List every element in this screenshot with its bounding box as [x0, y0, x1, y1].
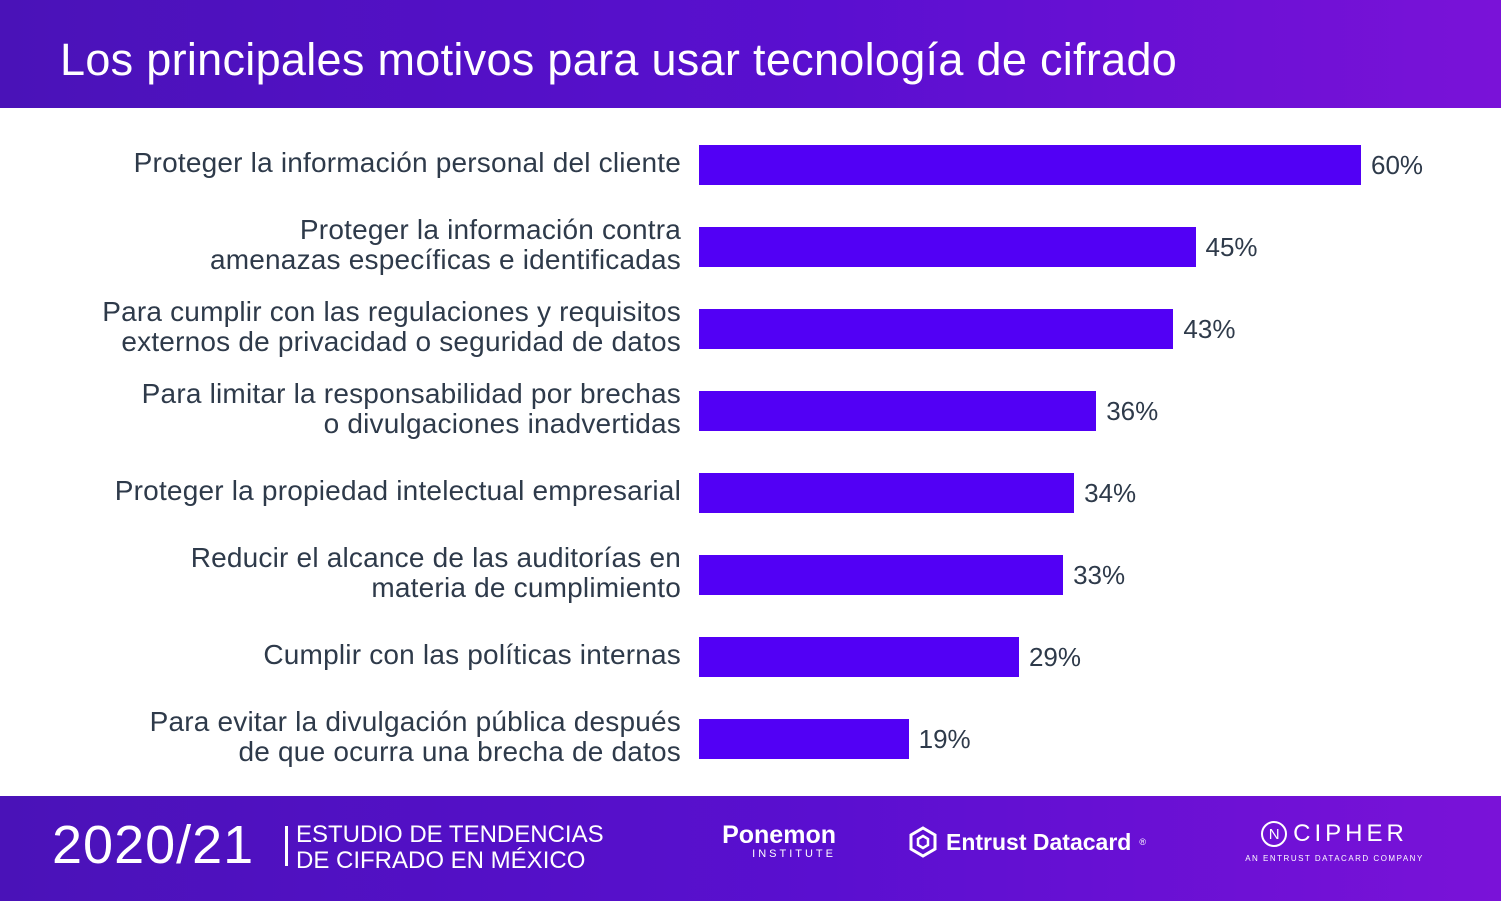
- bar-value-label: 45%: [1205, 232, 1258, 262]
- bar-value-label: 34%: [1084, 478, 1137, 508]
- bar: [699, 555, 1064, 595]
- bar-value-label: 29%: [1028, 642, 1081, 672]
- category-label-line: o divulgaciones inadvertidas: [323, 408, 681, 439]
- header-banner: Los principales motivos para usar tecnol…: [0, 0, 1501, 108]
- bar: [699, 637, 1019, 677]
- ncipher-logo-text: CIPHER: [1293, 820, 1408, 847]
- bar: [699, 309, 1174, 349]
- category-label-line: Reducir el alcance de las auditorías en: [190, 542, 681, 573]
- bar-value-label: 19%: [918, 724, 971, 754]
- ponemon-logo-subtext: INSTITUTE: [752, 848, 836, 860]
- category-label-line: Proteger la información personal del cli…: [133, 147, 681, 178]
- category-label-line: externos de privacidad o seguridad de da…: [121, 326, 681, 357]
- chart-title: Los principales motivos para usar tecnol…: [60, 34, 1178, 85]
- category-label-line: Para evitar la divulgación pública despu…: [149, 706, 681, 737]
- ncipher-logo: N CIPHER AN ENTRUST DATACARD COMPANY: [1232, 820, 1437, 863]
- ponemon-logo-text: Ponemon: [722, 821, 836, 849]
- category-label: Reducir el alcance de las auditorías en m…: [0, 543, 681, 603]
- footer-divider: [285, 826, 288, 866]
- category-label-line: Para cumplir con las regulaciones y requ…: [102, 296, 681, 327]
- category-label-line: amenazas específicas e identificadas: [209, 244, 681, 275]
- category-label-line: materia de cumplimiento: [371, 572, 681, 603]
- footer-banner: 2020/21 ESTUDIO DE TENDENCIAS DE CIFRADO…: [0, 796, 1501, 901]
- ponemon-logo: Ponemon INSTITUTE: [702, 822, 836, 860]
- bar-value-label: 36%: [1106, 396, 1159, 426]
- category-label-line: Proteger la información contra: [299, 214, 681, 245]
- entrust-registered-mark: ®: [1139, 837, 1146, 847]
- category-label-line: Proteger la propiedad intelectual empres…: [114, 475, 681, 506]
- bar-value-label: 43%: [1183, 314, 1236, 344]
- category-label: Para cumplir con las regulaciones y requ…: [0, 297, 681, 357]
- year-label: 2020/21: [52, 815, 255, 875]
- bar: [699, 145, 1361, 185]
- bar: [699, 391, 1097, 431]
- bar-value-label: 60%: [1371, 150, 1424, 180]
- ncipher-n-icon: N: [1261, 821, 1288, 847]
- category-label: Proteger la propiedad intelectual empres…: [0, 476, 681, 506]
- study-title: ESTUDIO DE TENDENCIAS DE CIFRADO EN MÉXI…: [296, 822, 604, 874]
- bar: [699, 473, 1075, 513]
- study-title-line1: ESTUDIO DE TENDENCIAS: [296, 821, 604, 848]
- bar-value-label: 33%: [1073, 560, 1126, 590]
- category-label: Para limitar la responsabilidad por brec…: [0, 379, 681, 439]
- ncipher-logo-subtext: AN ENTRUST DATACARD COMPANY: [1245, 854, 1424, 863]
- category-label-line: Cumplir con las políticas internas: [263, 639, 681, 670]
- study-title-line2: DE CIFRADO EN MÉXICO: [296, 847, 586, 874]
- entrust-logo: Entrust Datacard ®: [908, 826, 1146, 858]
- bar: [699, 227, 1196, 267]
- bar: [699, 719, 909, 759]
- category-label: Proteger la información personal del cli…: [0, 148, 681, 178]
- entrust-hexagon-icon: [909, 826, 937, 858]
- category-label: Cumplir con las políticas internas: [0, 640, 681, 670]
- category-label: Proteger la información contra amenazas e…: [0, 215, 681, 275]
- category-label: Para evitar la divulgación pública despu…: [0, 707, 681, 767]
- category-label-line: de que ocurra una brecha de datos: [238, 736, 681, 767]
- category-label-line: Para limitar la responsabilidad por brec…: [141, 378, 681, 409]
- entrust-logo-text: Entrust Datacard: [946, 828, 1132, 855]
